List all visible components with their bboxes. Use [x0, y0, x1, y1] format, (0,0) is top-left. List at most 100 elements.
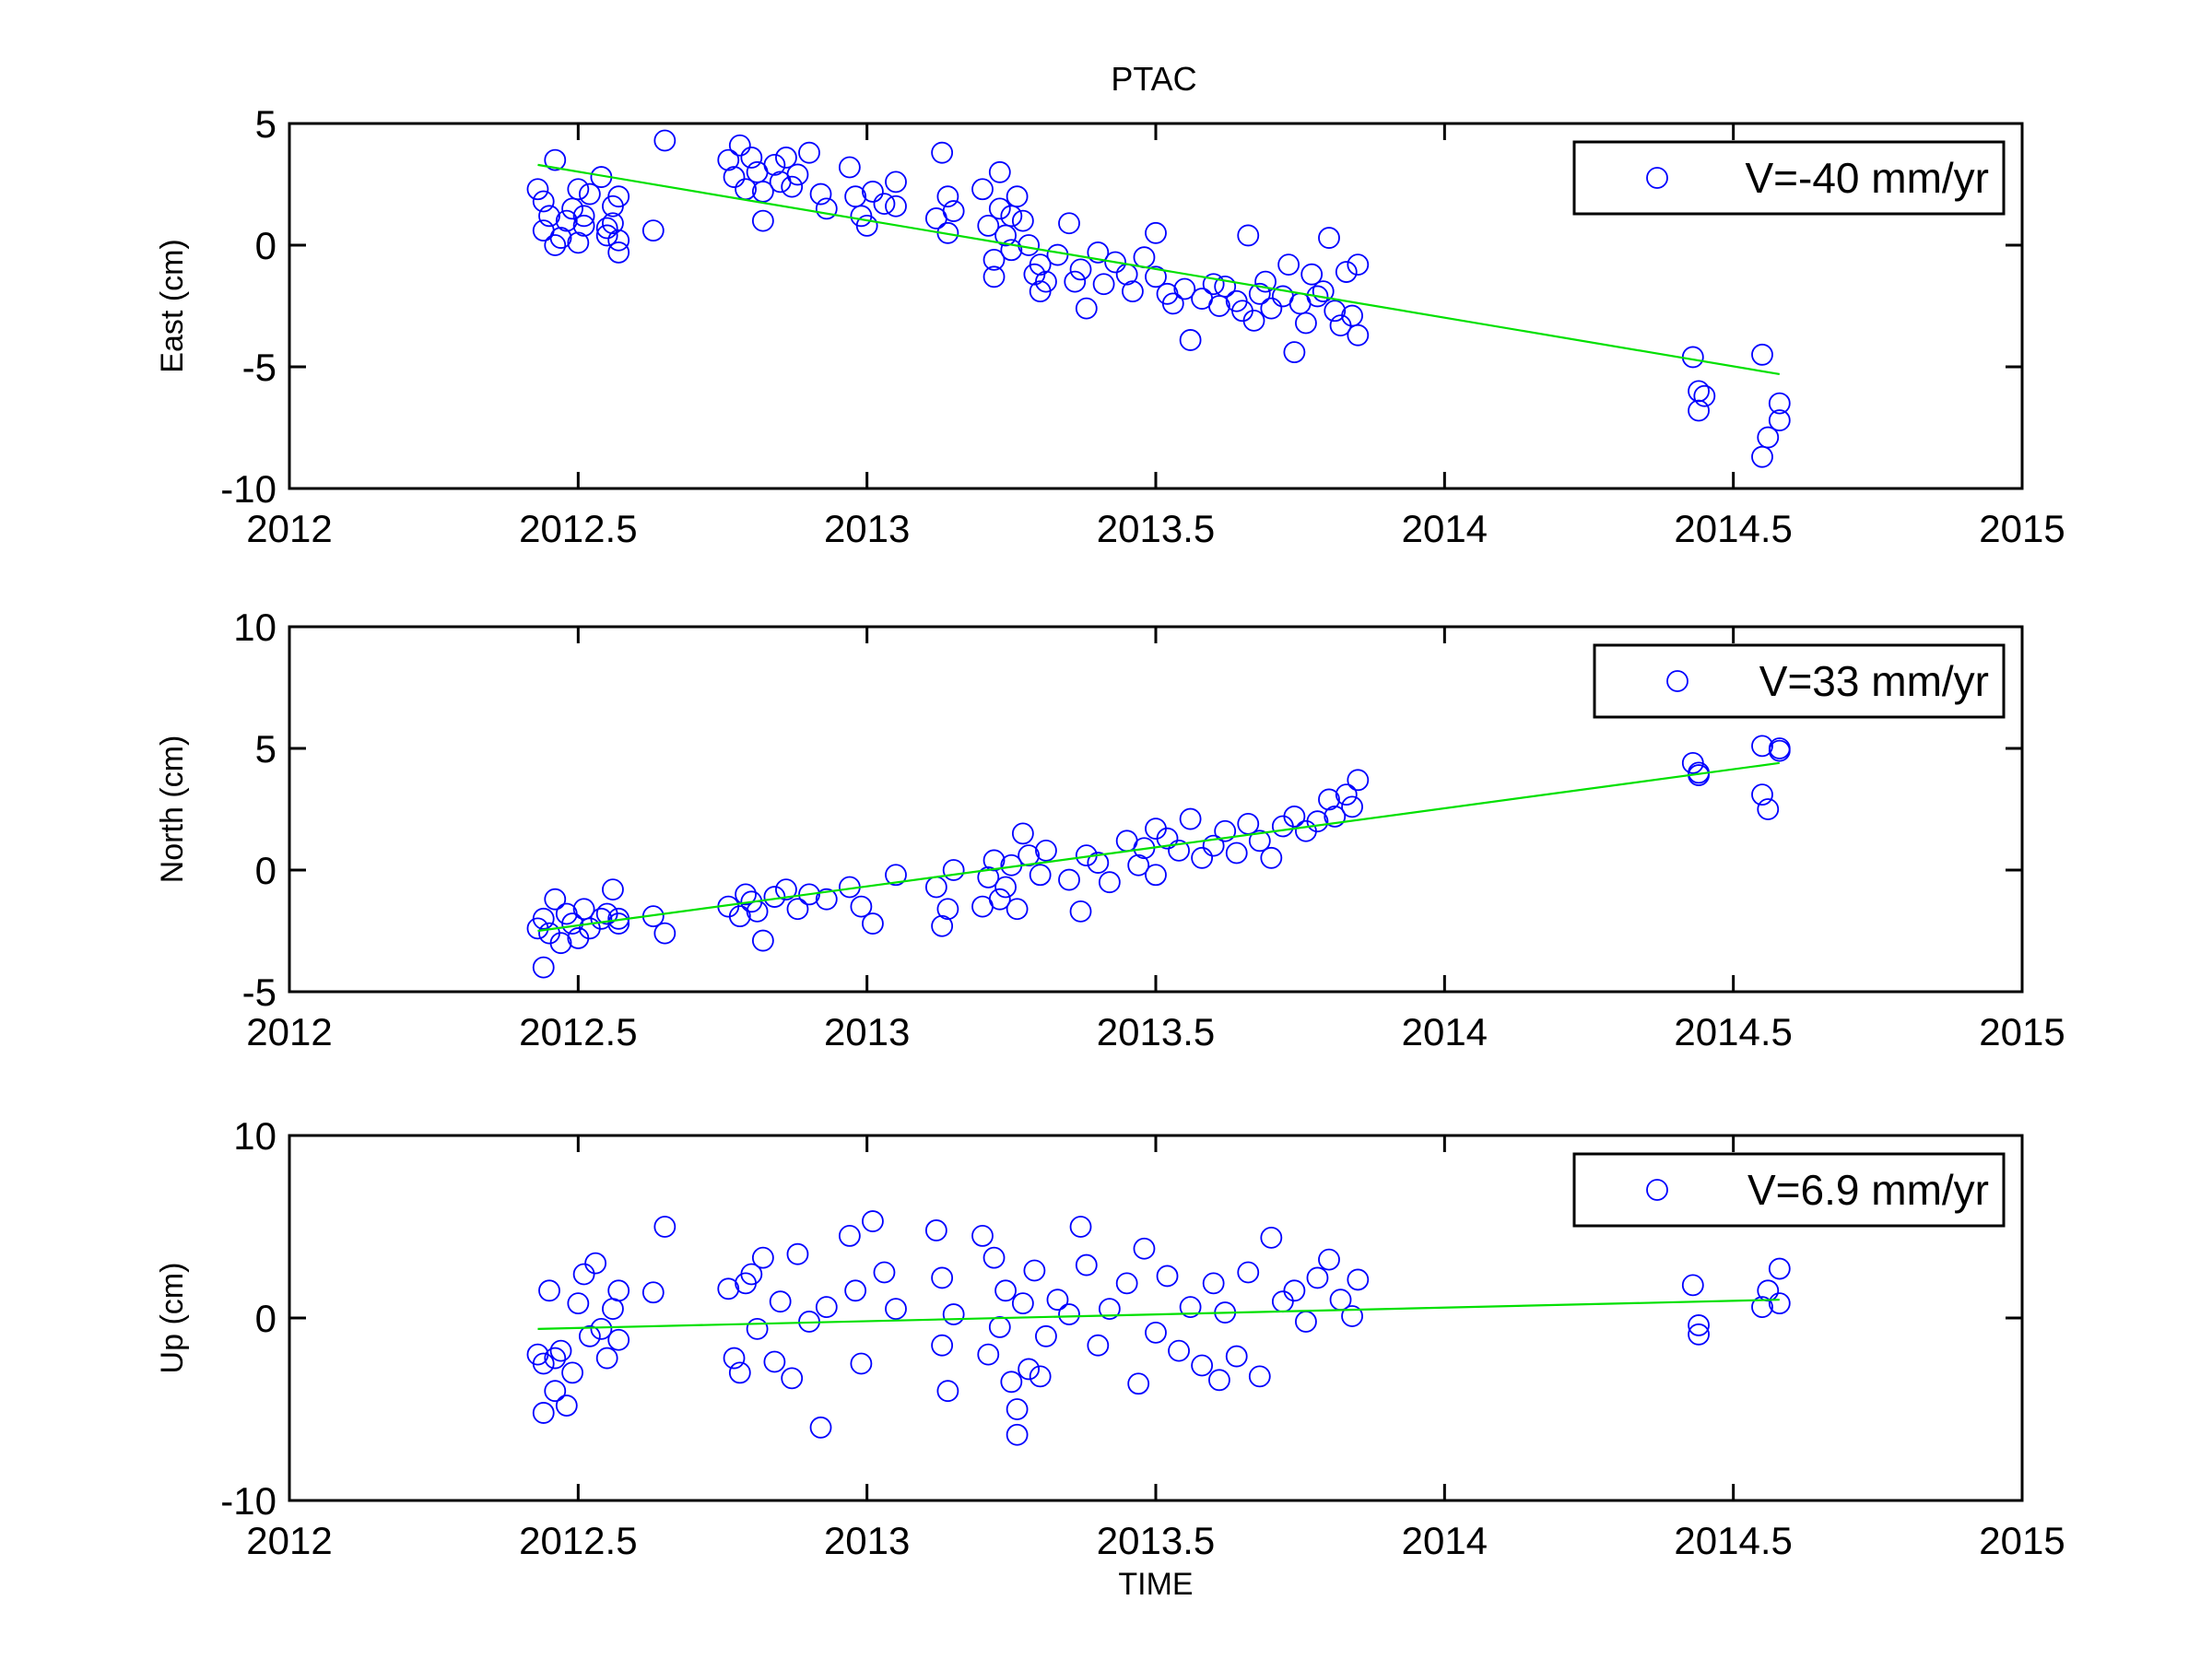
- data-point: [931, 1334, 954, 1357]
- data-point: [735, 883, 757, 906]
- data-point: [798, 141, 820, 164]
- legend: V=-40 mm/yr: [1572, 140, 2006, 216]
- data-point: [1145, 864, 1167, 887]
- data-point: [1757, 798, 1780, 820]
- data-point: [544, 234, 567, 256]
- x-tick-label: 2013.5: [1097, 1519, 1215, 1562]
- data-point: [775, 878, 797, 901]
- data-point: [1688, 1314, 1710, 1336]
- data-point: [781, 175, 804, 198]
- data-point: [1006, 898, 1029, 921]
- data-point: [1035, 1324, 1057, 1347]
- data-point: [1069, 900, 1092, 923]
- x-tick-label: 2013: [824, 1010, 910, 1053]
- data-point: [1312, 280, 1335, 303]
- data-point: [590, 907, 613, 930]
- data-point: [873, 1261, 896, 1284]
- data-point: [1751, 1296, 1773, 1319]
- data-point: [1156, 1265, 1179, 1288]
- data-points: [526, 129, 1791, 468]
- data-point: [1318, 227, 1340, 249]
- data-point: [1011, 209, 1034, 232]
- data-point: [751, 209, 774, 232]
- data-point: [1318, 788, 1340, 811]
- data-point: [561, 912, 583, 935]
- data-point: [572, 205, 595, 228]
- data-point: [1179, 807, 1202, 830]
- data-point: [1225, 1345, 1248, 1368]
- data-point: [936, 185, 959, 208]
- data-point: [1237, 1261, 1260, 1284]
- data-point: [988, 160, 1011, 183]
- data-point: [532, 190, 555, 213]
- data-point: [977, 1343, 1000, 1366]
- data-point: [746, 1317, 769, 1340]
- data-point: [602, 212, 624, 235]
- data-point: [1347, 253, 1370, 276]
- data-point: [982, 1246, 1006, 1269]
- data-point: [641, 1281, 665, 1304]
- data-point: [1225, 841, 1248, 865]
- data-point: [595, 217, 618, 240]
- data-point: [1751, 735, 1773, 758]
- data-point: [809, 182, 832, 206]
- data-point: [1145, 221, 1167, 244]
- legend-box: [1593, 643, 2006, 719]
- data-point: [544, 1347, 567, 1370]
- data-point: [544, 148, 567, 171]
- data-point: [862, 912, 884, 935]
- data-point: [786, 1242, 809, 1265]
- data-point: [1064, 270, 1087, 293]
- data-point: [561, 197, 583, 220]
- data-point: [1011, 1292, 1034, 1315]
- data-point: [994, 224, 1017, 247]
- data-point: [1179, 329, 1202, 351]
- data-point: [1046, 1288, 1069, 1312]
- data-point: [809, 1416, 832, 1439]
- data-point: [567, 1292, 590, 1315]
- data-point: [1011, 822, 1034, 845]
- data-point: [1768, 1257, 1791, 1280]
- data-point: [1122, 280, 1144, 303]
- data-point: [815, 1296, 838, 1319]
- data-point: [1018, 1358, 1041, 1381]
- data-point: [728, 905, 751, 928]
- data-point: [1688, 399, 1710, 422]
- data-point: [723, 166, 746, 188]
- data-point: [862, 181, 884, 203]
- data-point: [555, 1394, 578, 1417]
- data-point: [1318, 1248, 1340, 1271]
- data-point: [1341, 1305, 1363, 1327]
- data-point: [578, 182, 601, 206]
- data-point: [786, 898, 809, 921]
- y-tick-label: 5: [255, 727, 276, 771]
- data-point: [1087, 1334, 1110, 1357]
- data-point: [653, 1216, 677, 1238]
- data-point: [1156, 827, 1179, 850]
- data-point: [942, 1303, 965, 1325]
- data-point: [653, 922, 677, 945]
- data-point: [532, 907, 555, 930]
- data-point: [1145, 1321, 1167, 1344]
- data-point: [653, 129, 677, 152]
- east-panel: 2012 2012.5 2013 2013.5 2014 2014.5 2015 -10 -5 0…: [155, 102, 2065, 550]
- data-point: [1087, 241, 1110, 264]
- data-point: [1115, 1272, 1138, 1295]
- data-point: [1058, 212, 1080, 235]
- data-point: [1006, 1423, 1029, 1446]
- data-point: [977, 214, 1000, 237]
- data-point: [728, 134, 751, 157]
- y-tick-label: -10: [220, 1479, 276, 1523]
- data-point: [942, 200, 965, 222]
- data-point: [572, 898, 595, 921]
- x-tick-label: 2013: [824, 507, 910, 550]
- data-point: [1751, 445, 1773, 468]
- y-tick-label: 0: [255, 1297, 276, 1340]
- data-point: [1768, 1292, 1791, 1315]
- x-tick-label: 2012: [246, 1519, 332, 1562]
- data-point: [1098, 1298, 1121, 1320]
- data-point: [1104, 251, 1127, 274]
- data-point: [549, 932, 572, 955]
- data-point: [1341, 795, 1363, 818]
- data-point: [781, 1367, 804, 1390]
